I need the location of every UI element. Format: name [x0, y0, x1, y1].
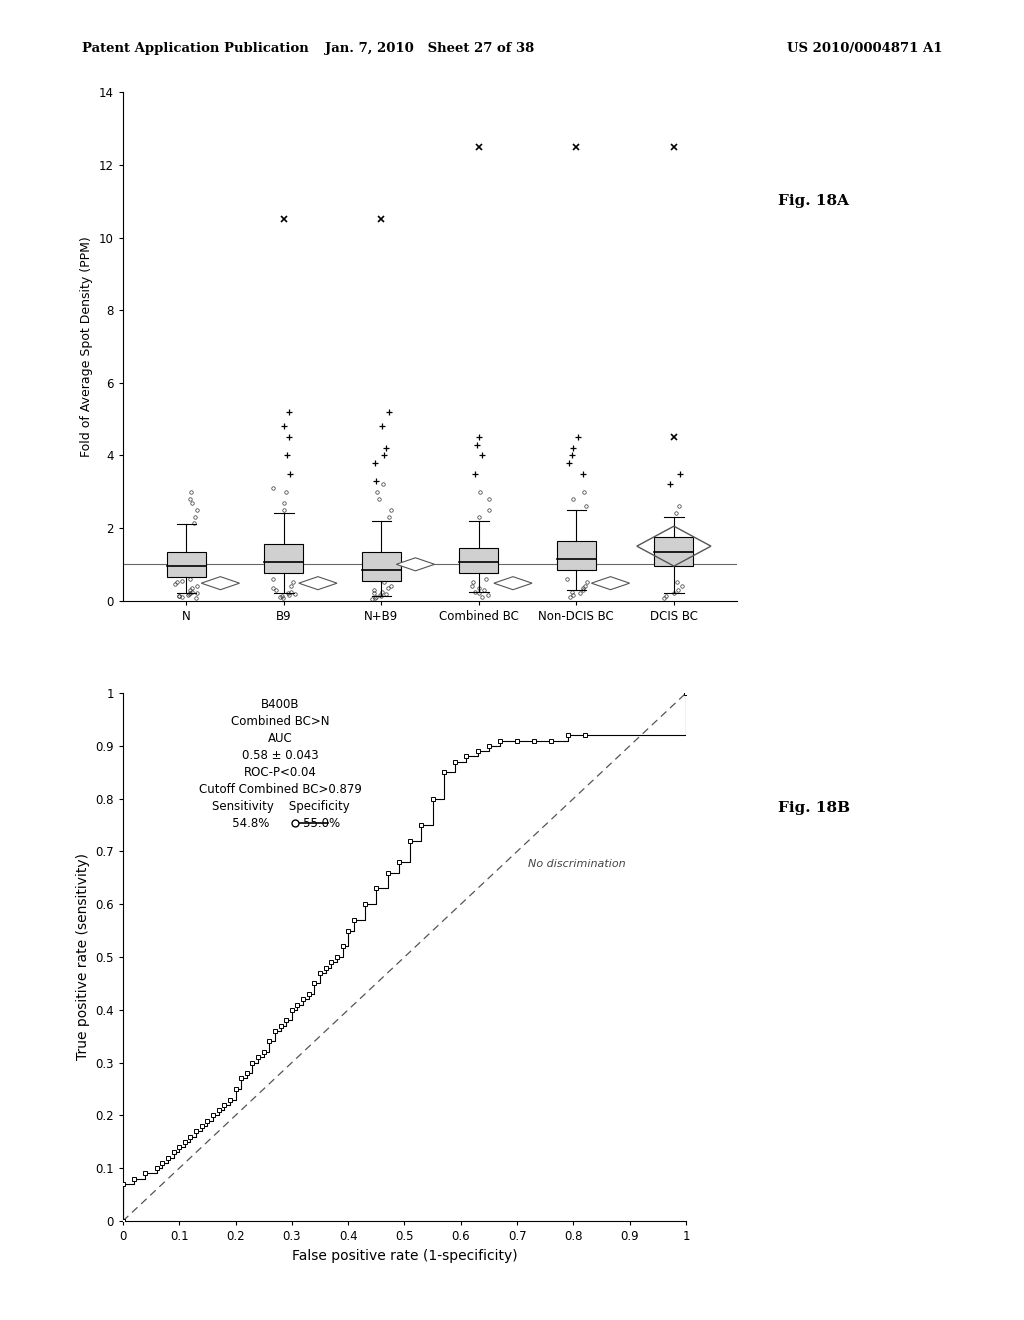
Y-axis label: True positive rate (sensitivity): True positive rate (sensitivity) — [76, 854, 90, 1060]
Bar — [264, 544, 303, 573]
Text: Fig. 18A: Fig. 18A — [778, 194, 849, 207]
Text: Fig. 18B: Fig. 18B — [778, 801, 850, 814]
Text: Patent Application Publication: Patent Application Publication — [82, 42, 308, 55]
Polygon shape — [299, 577, 337, 590]
Bar — [654, 537, 693, 566]
Y-axis label: Fold of Average Spot Density (PPM): Fold of Average Spot Density (PPM) — [80, 236, 93, 457]
X-axis label: False positive rate (1-specificity): False positive rate (1-specificity) — [292, 1249, 517, 1263]
Text: Jan. 7, 2010   Sheet 27 of 38: Jan. 7, 2010 Sheet 27 of 38 — [326, 42, 535, 55]
Text: No discrimination: No discrimination — [528, 859, 626, 870]
Polygon shape — [396, 558, 434, 570]
Bar — [167, 552, 206, 577]
Text: US 2010/0004871 A1: US 2010/0004871 A1 — [786, 42, 942, 55]
Polygon shape — [494, 577, 532, 590]
Bar — [361, 552, 400, 581]
Text: B400B
Combined BC>N
AUC
0.58 ± 0.043
ROC-P<0.04
Cutoff Combined BC>0.879
Sensiti: B400B Combined BC>N AUC 0.58 ± 0.043 ROC… — [199, 698, 362, 830]
Bar — [460, 548, 499, 573]
Polygon shape — [202, 577, 240, 590]
Polygon shape — [592, 577, 630, 590]
Bar — [557, 541, 596, 570]
